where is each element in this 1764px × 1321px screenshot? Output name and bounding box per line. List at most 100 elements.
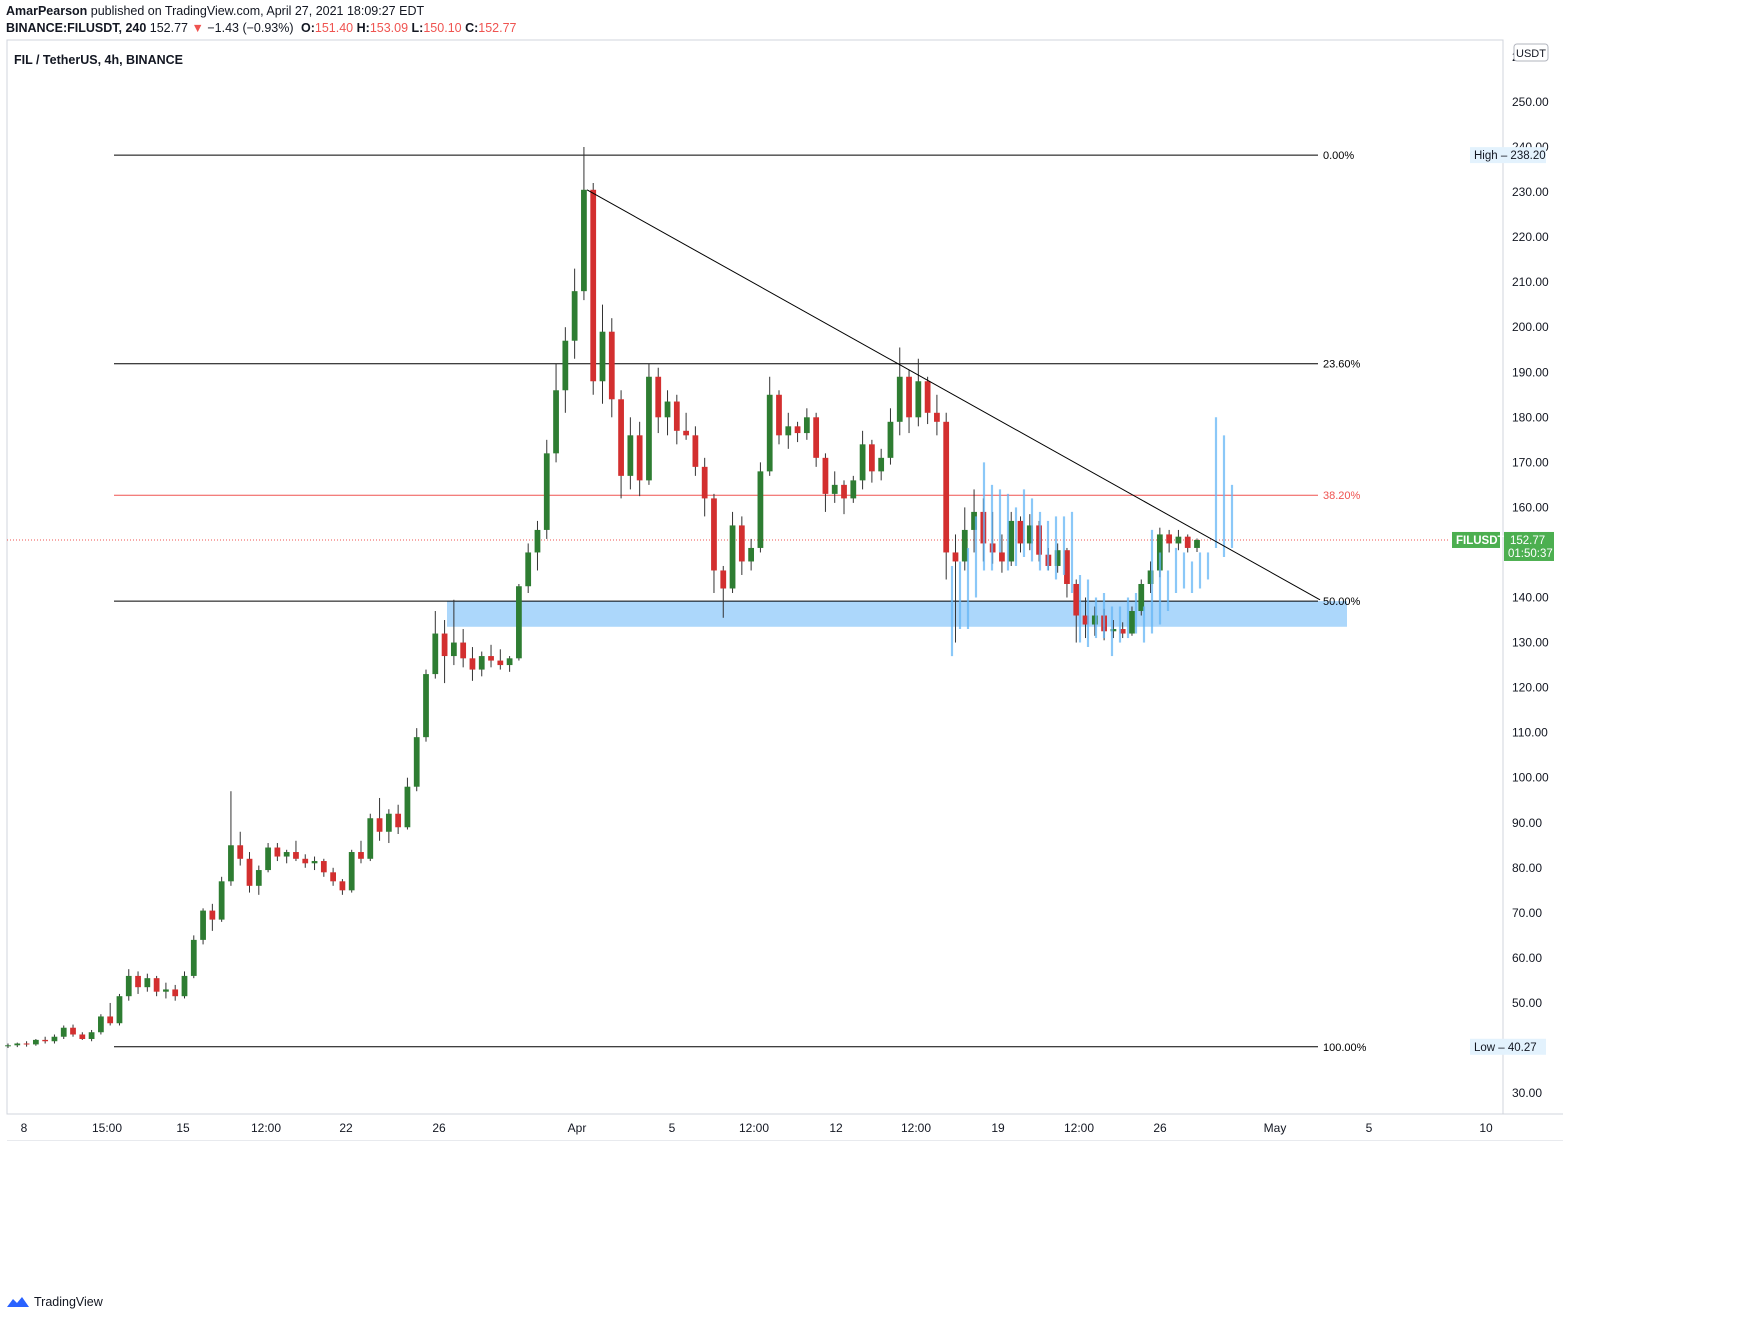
candle-body[interactable] xyxy=(237,845,244,859)
candle-body[interactable] xyxy=(729,525,736,589)
candle-body[interactable] xyxy=(887,421,894,458)
candle-body[interactable] xyxy=(404,786,411,828)
candle-body[interactable] xyxy=(1156,534,1163,571)
candle-body[interactable] xyxy=(5,1045,11,1047)
candle-body[interactable] xyxy=(293,852,299,859)
candle-body[interactable] xyxy=(70,1027,76,1035)
candle-body[interactable] xyxy=(1138,583,1145,612)
candle-body[interactable] xyxy=(395,813,402,828)
candle-body[interactable] xyxy=(88,1032,95,1039)
candle-body[interactable] xyxy=(961,529,968,562)
candle-body[interactable] xyxy=(878,457,885,472)
candle-body[interactable] xyxy=(283,852,290,857)
candle-body[interactable] xyxy=(32,1039,39,1045)
candle-body[interactable] xyxy=(506,658,513,666)
candle-body[interactable] xyxy=(785,426,792,436)
candle-body[interactable] xyxy=(488,656,494,661)
candle-body[interactable] xyxy=(1184,536,1191,548)
candle-body[interactable] xyxy=(553,390,559,454)
candle-body[interactable] xyxy=(98,1016,104,1033)
candle-body[interactable] xyxy=(1129,611,1135,634)
candle-body[interactable] xyxy=(534,529,541,553)
candle-body[interactable] xyxy=(766,394,773,472)
candle-body[interactable] xyxy=(116,996,123,1024)
candle-body[interactable] xyxy=(516,586,522,659)
support-zone[interactable] xyxy=(447,601,1347,627)
candle-body[interactable] xyxy=(711,498,717,571)
candle-body[interactable] xyxy=(228,845,234,882)
candle-body[interactable] xyxy=(320,861,327,873)
candle-body[interactable] xyxy=(135,975,141,988)
candle-body[interactable] xyxy=(23,1043,30,1045)
candle-body[interactable] xyxy=(841,484,847,499)
author-name[interactable]: AmarPearson xyxy=(6,4,88,18)
candle-body[interactable] xyxy=(42,1039,49,1042)
candle-body[interactable] xyxy=(497,660,504,666)
candle-body[interactable] xyxy=(906,376,912,418)
candle-body[interactable] xyxy=(813,417,820,458)
candle-body[interactable] xyxy=(246,858,253,886)
chart-pane[interactable] xyxy=(6,39,1504,1115)
candle-body[interactable] xyxy=(302,858,309,864)
candle-body[interactable] xyxy=(172,989,179,997)
candle-body[interactable] xyxy=(376,818,383,832)
candle-body[interactable] xyxy=(627,435,634,476)
candle-body[interactable] xyxy=(525,552,532,587)
candle-body[interactable] xyxy=(636,435,643,481)
candle-body[interactable] xyxy=(701,466,708,499)
candle-body[interactable] xyxy=(562,340,569,391)
candle-body[interactable] xyxy=(460,642,467,659)
candle-body[interactable] xyxy=(543,453,550,530)
candle-body[interactable] xyxy=(581,189,587,292)
candle-body[interactable] xyxy=(655,376,662,418)
candle-body[interactable] xyxy=(776,394,782,436)
candle-body[interactable] xyxy=(738,525,745,562)
candle-body[interactable] xyxy=(896,376,903,422)
trendline[interactable] xyxy=(586,189,1321,601)
candle-body[interactable] xyxy=(664,401,671,418)
candle-body[interactable] xyxy=(692,435,699,467)
chart-legend[interactable]: FIL / TetherUS, 4h, BINANCE xyxy=(14,53,184,67)
candle-body[interactable] xyxy=(1054,550,1061,566)
candle-body[interactable] xyxy=(330,872,336,882)
candle-body[interactable] xyxy=(1064,550,1070,584)
candle-body[interactable] xyxy=(265,847,271,871)
candle-body[interactable] xyxy=(1110,629,1117,632)
candle-body[interactable] xyxy=(190,939,197,976)
candle-body[interactable] xyxy=(367,818,374,859)
candle-body[interactable] xyxy=(348,852,355,891)
candle-body[interactable] xyxy=(1082,615,1089,625)
candle-body[interactable] xyxy=(274,847,281,857)
candle-body[interactable] xyxy=(794,426,801,434)
candle-body[interactable] xyxy=(450,642,457,657)
candle-body[interactable] xyxy=(599,331,606,382)
candle-body[interactable] xyxy=(209,910,216,920)
candle-body[interactable] xyxy=(748,547,755,562)
candle-body[interactable] xyxy=(683,430,689,436)
tradingview-footer[interactable]: TradingView xyxy=(6,1295,103,1309)
candle-body[interactable] xyxy=(218,881,225,920)
currency-badge[interactable] xyxy=(1513,43,1549,62)
candle-body[interactable] xyxy=(859,444,866,481)
candle-body[interactable] xyxy=(1147,570,1154,584)
candle-body[interactable] xyxy=(943,421,950,553)
candle-body[interactable] xyxy=(999,552,1005,562)
candle-body[interactable] xyxy=(673,401,680,431)
candle-body[interactable] xyxy=(478,656,485,670)
candle-body[interactable] xyxy=(571,291,578,341)
candle-body[interactable] xyxy=(608,331,615,400)
candle-body[interactable] xyxy=(952,552,959,562)
candle-body[interactable] xyxy=(1008,520,1015,562)
candle-body[interactable] xyxy=(1166,534,1173,544)
candle-body[interactable] xyxy=(255,870,262,886)
candle-body[interactable] xyxy=(934,412,940,422)
candle-body[interactable] xyxy=(311,861,318,864)
candle-body[interactable] xyxy=(757,471,764,548)
candle-body[interactable] xyxy=(469,658,476,670)
candle-body[interactable] xyxy=(60,1027,67,1037)
candle-body[interactable] xyxy=(125,975,132,997)
candle-body[interactable] xyxy=(924,381,931,413)
candle-body[interactable] xyxy=(1026,525,1033,544)
candle-body[interactable] xyxy=(358,852,364,859)
